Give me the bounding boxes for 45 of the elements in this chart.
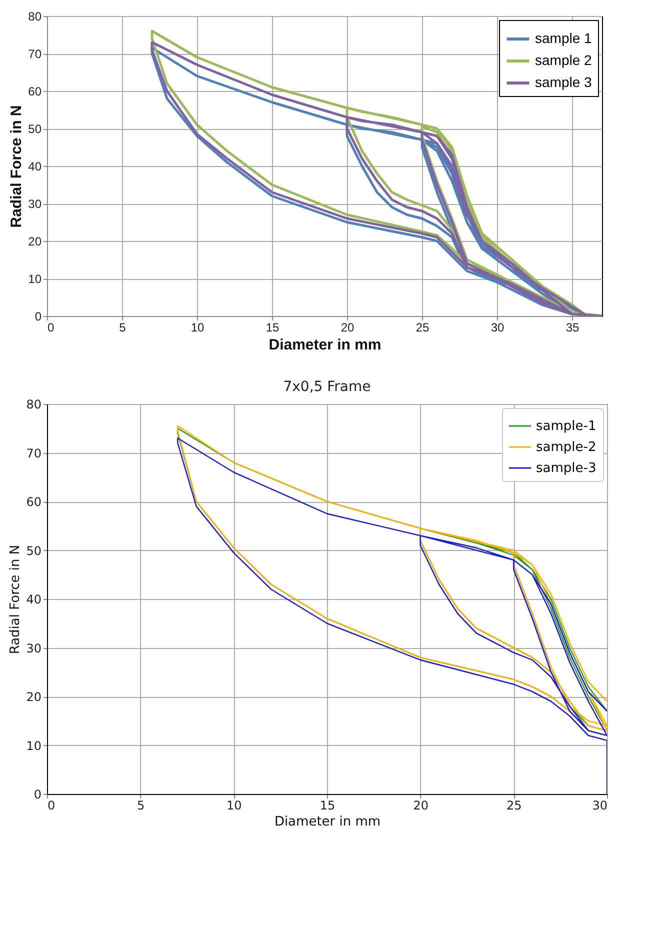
y-tick-label: 30	[26, 641, 42, 656]
legend-label: sample 1	[535, 30, 592, 46]
x-axis-title: Diameter in mm	[268, 336, 382, 354]
y-tick-label: 20	[28, 234, 42, 248]
legend-label: sample 2	[535, 52, 592, 68]
y-tick-label: 40	[26, 592, 42, 606]
x-tick-label: 0	[48, 798, 56, 812]
y-tick-label: 10	[26, 738, 42, 753]
legend-label: sample 3	[535, 74, 592, 90]
line-series	[177, 437, 607, 794]
y-tick-label: 0	[34, 310, 42, 324]
y-tick-label: 40	[28, 160, 42, 174]
x-tick-label: 5	[137, 798, 145, 812]
x-tick-label: 0	[48, 320, 54, 334]
x-tick-label: 20	[340, 320, 354, 334]
legend-label: sample-3	[536, 461, 596, 476]
y-axis-title: Radial Force in N	[8, 105, 26, 228]
x-axis-title: Diameter in mm	[274, 814, 381, 830]
y-tick-label: 60	[28, 84, 42, 98]
x-tick-label: 10	[190, 320, 204, 334]
x-tick-label: 15	[266, 320, 280, 334]
y-tick-label: 30	[28, 197, 42, 211]
x-tick-label: 15	[320, 798, 336, 812]
x-tick-label: 25	[506, 798, 522, 812]
chart-title: 7x0,5 Frame	[283, 379, 371, 395]
y-tick-label: 60	[26, 495, 42, 509]
x-tick-label: 30	[592, 798, 608, 812]
y-tick-label: 70	[28, 47, 42, 61]
x-tick-label: 35	[566, 320, 580, 334]
x-tick-label: 25	[416, 320, 430, 334]
y-axis-title: Radial Force in N	[8, 544, 24, 654]
x-tick-label: 30	[490, 320, 504, 334]
legend-label: sample-2	[536, 440, 596, 455]
y-tick-label: 50	[28, 122, 42, 136]
y-tick-label: 50	[26, 544, 42, 558]
legend-label: sample-1	[536, 419, 596, 434]
y-tick-label: 80	[28, 10, 42, 24]
y-tick-label: 70	[26, 446, 42, 460]
y-tick-label: 10	[28, 272, 42, 286]
x-tick-label: 5	[119, 320, 126, 334]
y-tick-label: 0	[34, 788, 42, 802]
x-tick-label: 20	[413, 798, 428, 812]
x-tick-label: 10	[226, 798, 242, 812]
y-tick-label: 20	[26, 690, 42, 704]
y-tick-label: 80	[26, 398, 42, 412]
